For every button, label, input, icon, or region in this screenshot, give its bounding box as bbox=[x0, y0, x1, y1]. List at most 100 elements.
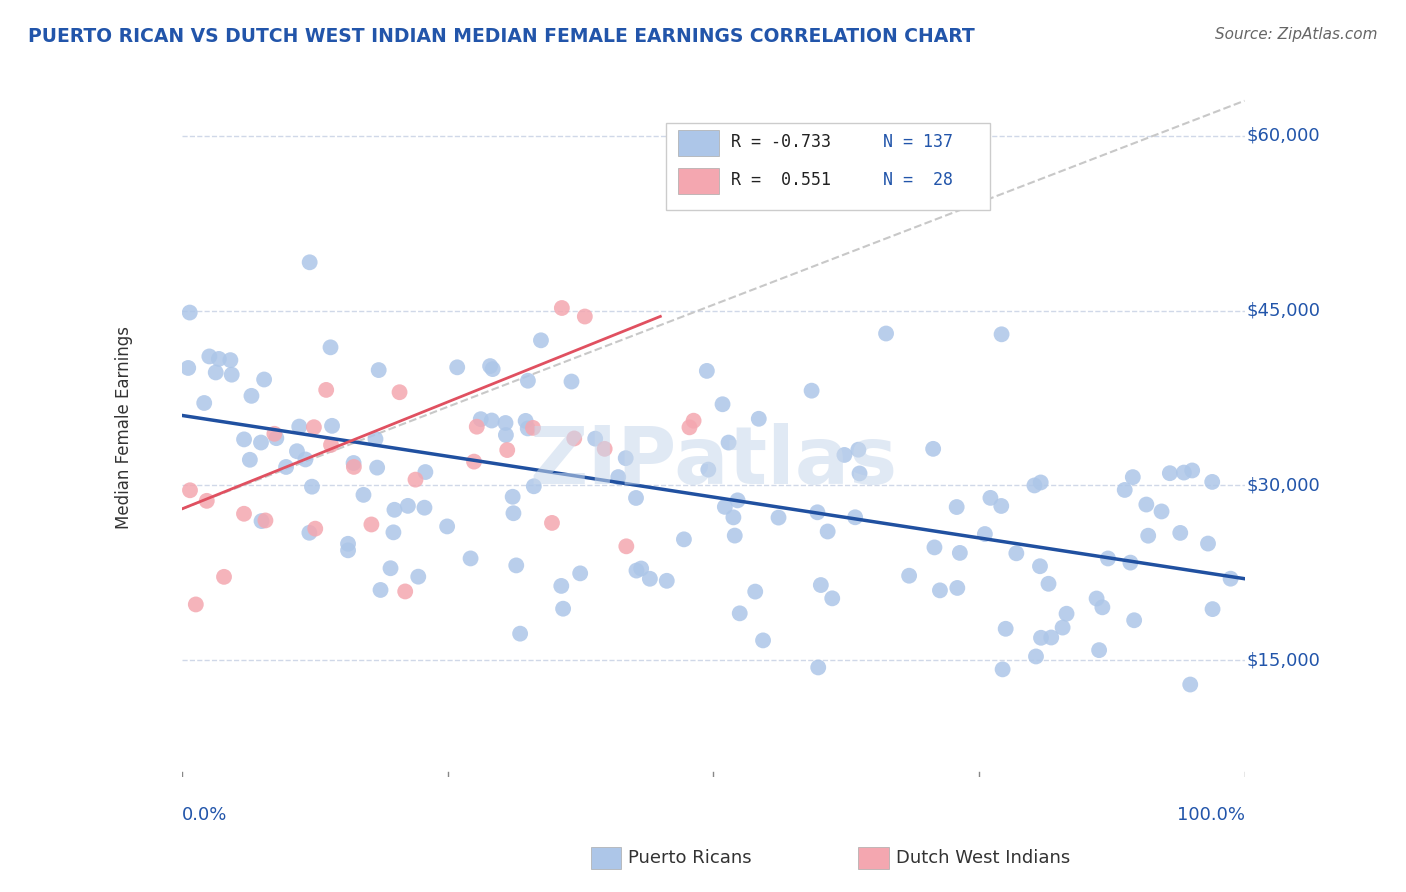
Point bbox=[274, 460, 297, 475]
Point bbox=[1005, 546, 1028, 560]
Point bbox=[728, 607, 751, 621]
Point bbox=[1180, 677, 1202, 691]
Point bbox=[495, 428, 517, 442]
Point bbox=[1150, 504, 1173, 518]
Point bbox=[415, 465, 437, 479]
Point bbox=[353, 488, 375, 502]
Point bbox=[1219, 572, 1241, 586]
Text: $15,000: $15,000 bbox=[1247, 651, 1320, 669]
Point bbox=[949, 546, 972, 560]
Point bbox=[821, 591, 844, 606]
Point bbox=[875, 326, 897, 341]
Point bbox=[366, 460, 388, 475]
Point bbox=[752, 633, 775, 648]
Point bbox=[1024, 478, 1046, 492]
Point bbox=[990, 327, 1012, 342]
Point bbox=[624, 491, 647, 505]
Point bbox=[530, 334, 553, 348]
Point bbox=[413, 500, 436, 515]
Text: Dutch West Indians: Dutch West Indians bbox=[896, 849, 1070, 867]
Point bbox=[714, 500, 737, 514]
Point bbox=[388, 385, 411, 400]
Bar bbox=[678, 130, 718, 156]
Point bbox=[1097, 551, 1119, 566]
Point bbox=[304, 522, 326, 536]
Point bbox=[550, 579, 572, 593]
Point bbox=[614, 451, 637, 466]
Point bbox=[184, 598, 207, 612]
Point bbox=[1137, 529, 1160, 543]
Point bbox=[991, 662, 1014, 676]
Point bbox=[697, 462, 720, 476]
Point bbox=[1168, 525, 1191, 540]
Point bbox=[523, 479, 546, 493]
Point bbox=[367, 363, 389, 377]
Point bbox=[1135, 498, 1157, 512]
Point bbox=[806, 505, 828, 519]
Point bbox=[1114, 483, 1136, 497]
Point bbox=[382, 525, 405, 540]
Point bbox=[1029, 559, 1052, 574]
Point bbox=[301, 480, 323, 494]
Point bbox=[1085, 591, 1108, 606]
Point bbox=[460, 551, 482, 566]
Point bbox=[768, 510, 790, 524]
Point bbox=[179, 483, 201, 498]
Point bbox=[481, 362, 503, 376]
Point bbox=[219, 353, 242, 368]
Point bbox=[254, 513, 277, 527]
Text: $45,000: $45,000 bbox=[1247, 301, 1320, 319]
Point bbox=[1159, 466, 1181, 480]
Point bbox=[360, 517, 382, 532]
Point bbox=[177, 361, 200, 376]
Point bbox=[817, 524, 839, 539]
Point bbox=[522, 421, 544, 435]
Point bbox=[800, 384, 823, 398]
Point bbox=[298, 255, 321, 269]
Point bbox=[1122, 470, 1144, 484]
Point bbox=[583, 432, 606, 446]
Point bbox=[380, 561, 402, 575]
Point bbox=[979, 491, 1001, 505]
Text: Puerto Ricans: Puerto Ricans bbox=[628, 849, 752, 867]
Point bbox=[626, 564, 648, 578]
Point bbox=[266, 431, 288, 445]
Point bbox=[711, 397, 734, 411]
Point bbox=[1056, 607, 1078, 621]
Point bbox=[834, 448, 856, 462]
Point bbox=[678, 420, 700, 434]
Point bbox=[638, 572, 661, 586]
Text: 100.0%: 100.0% bbox=[1177, 806, 1244, 824]
Point bbox=[1088, 643, 1111, 657]
Point bbox=[1201, 602, 1223, 616]
Point bbox=[945, 500, 967, 514]
Point bbox=[496, 443, 519, 458]
Point bbox=[463, 455, 485, 469]
Point bbox=[551, 601, 574, 615]
Point bbox=[848, 467, 870, 481]
Point bbox=[560, 375, 582, 389]
Point bbox=[195, 493, 218, 508]
Point bbox=[343, 459, 366, 474]
Point bbox=[1091, 600, 1114, 615]
Point bbox=[502, 490, 524, 504]
Text: Median Female Earnings: Median Female Earnings bbox=[115, 326, 134, 529]
Point bbox=[250, 514, 273, 528]
Point bbox=[696, 364, 718, 378]
Point bbox=[364, 432, 387, 446]
Point bbox=[288, 419, 311, 434]
Point bbox=[193, 396, 215, 410]
Point bbox=[994, 622, 1017, 636]
Point bbox=[250, 435, 273, 450]
Point bbox=[436, 519, 458, 533]
Point bbox=[198, 350, 221, 364]
Point bbox=[672, 533, 695, 547]
Point bbox=[929, 583, 952, 598]
Bar bbox=[678, 168, 718, 194]
Point bbox=[515, 414, 537, 428]
Point bbox=[233, 433, 256, 447]
Point bbox=[319, 340, 342, 354]
Point bbox=[1029, 631, 1052, 645]
Point bbox=[516, 421, 538, 435]
Point bbox=[807, 660, 830, 674]
